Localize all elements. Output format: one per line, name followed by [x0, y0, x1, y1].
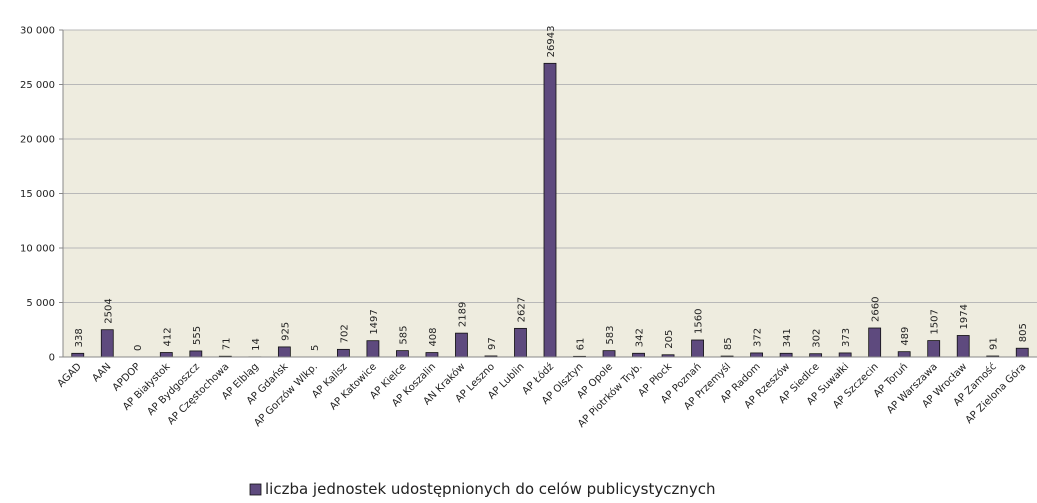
data-label: 5 — [310, 345, 321, 351]
bar — [71, 352, 85, 358]
data-label: 489 — [900, 327, 911, 346]
data-label: 61 — [576, 338, 587, 351]
data-label: 373 — [841, 328, 852, 347]
data-label: 14 — [251, 338, 262, 351]
data-label: 1507 — [930, 309, 941, 334]
bar — [189, 350, 203, 358]
bar — [159, 352, 173, 358]
bar — [366, 340, 380, 358]
bar — [455, 332, 468, 358]
data-label: 26943 — [546, 26, 557, 58]
bar — [632, 352, 645, 358]
data-label: 583 — [605, 326, 616, 345]
data-label: 341 — [782, 328, 793, 347]
y-tick-label: 10 000 — [20, 244, 55, 255]
data-label: 338 — [74, 328, 85, 347]
legend-label: liczba jednostek udostępnionych do celów… — [265, 480, 716, 498]
y-tick-label: 5 000 — [26, 298, 55, 309]
data-label: 925 — [280, 322, 291, 341]
bar — [425, 352, 439, 358]
bar — [1015, 347, 1029, 358]
data-label: 585 — [398, 326, 409, 345]
bar — [277, 346, 291, 358]
bar — [750, 352, 764, 358]
x-tick-label: AGAD — [56, 361, 84, 389]
y-tick-label: 15 000 — [20, 189, 55, 200]
bar — [691, 339, 704, 358]
data-label: 1560 — [694, 309, 705, 334]
data-label: 71 — [221, 337, 232, 350]
data-label: 555 — [192, 326, 203, 345]
bar — [543, 62, 557, 358]
data-label: 2504 — [103, 298, 114, 323]
bar — [602, 350, 616, 358]
x-tick-label: AP Bydgoszcz — [145, 361, 201, 417]
bar — [514, 327, 527, 358]
bar — [868, 327, 882, 358]
y-tick-label: 0 — [49, 353, 55, 364]
data-label: 0 — [133, 345, 144, 351]
data-label: 91 — [989, 337, 1000, 350]
data-label: 342 — [635, 328, 646, 347]
bar — [396, 350, 409, 358]
data-label: 1497 — [369, 309, 380, 334]
data-label: 412 — [162, 327, 173, 346]
data-label: 2189 — [457, 302, 468, 327]
bar — [779, 352, 793, 358]
bar — [897, 351, 911, 358]
x-tick-label: AAN — [90, 361, 113, 384]
data-label: 97 — [487, 337, 498, 350]
data-label: 372 — [753, 328, 764, 347]
legend-swatch — [249, 483, 262, 496]
data-label: 702 — [339, 324, 350, 343]
bar — [956, 335, 970, 358]
bar — [336, 348, 350, 358]
data-label: 2627 — [516, 297, 527, 322]
y-tick-label: 30 000 — [20, 26, 55, 37]
y-tick-label: 20 000 — [20, 135, 55, 146]
data-label: 205 — [664, 330, 675, 349]
bar — [100, 329, 114, 358]
bar — [838, 352, 852, 358]
data-label: 805 — [1018, 323, 1029, 342]
data-label: 408 — [428, 327, 439, 346]
data-label: 85 — [723, 337, 734, 350]
data-label: 2660 — [871, 297, 882, 322]
data-label: 302 — [812, 329, 823, 348]
data-label: 1974 — [959, 304, 970, 329]
y-tick-label: 25 000 — [20, 80, 55, 91]
bar — [927, 340, 941, 358]
